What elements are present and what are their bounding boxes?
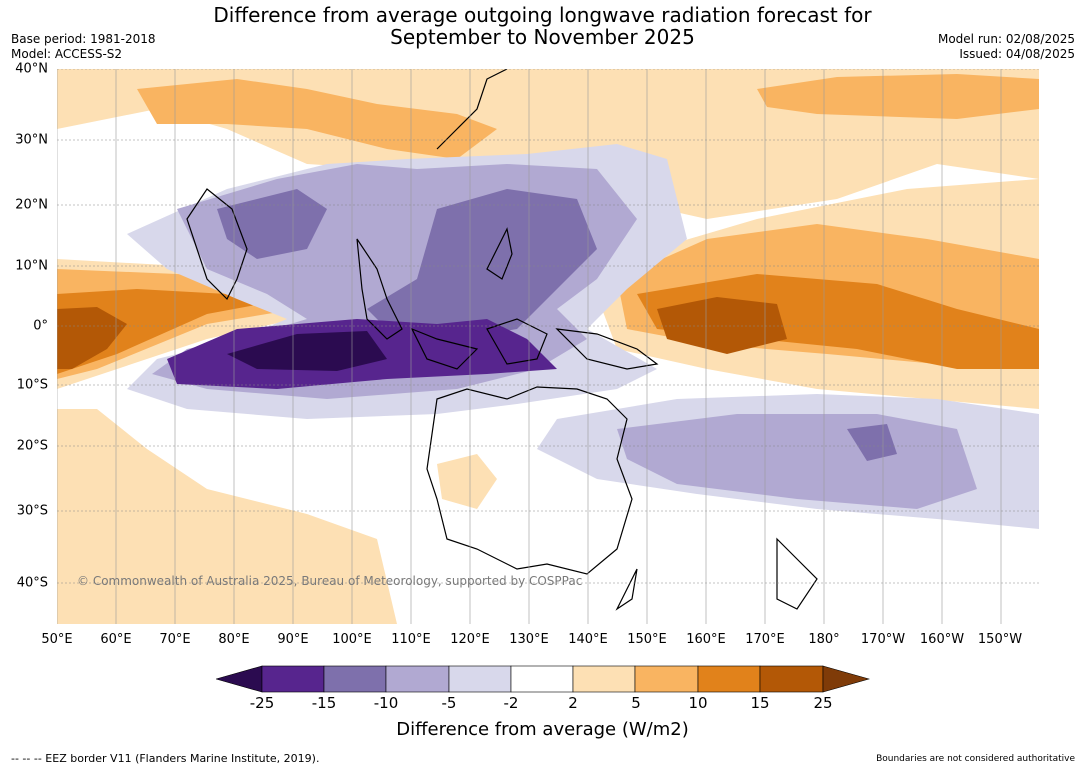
lat-label: 30°N xyxy=(15,132,48,148)
positive-region-asia xyxy=(137,79,497,159)
lon-label: 150°E xyxy=(627,632,667,647)
lon-label: 180° xyxy=(808,632,840,647)
model-run: Model run: 02/08/2025 xyxy=(937,32,1075,46)
lat-label: 0° xyxy=(33,318,48,334)
colorbar-tick: -5 xyxy=(441,694,457,712)
meta-left: Base period: 1981-2018 Model: ACCESS-S2 xyxy=(11,32,156,62)
lon-label: 50°E xyxy=(41,632,73,647)
issued-date: Issued: 04/08/2025 xyxy=(959,47,1075,61)
anomaly-map xyxy=(57,69,1039,624)
colorbar-tick: -2 xyxy=(503,694,519,712)
copyright-notice: © Commonwealth of Australia 2025, Bureau… xyxy=(77,574,583,588)
lon-label: 90°E xyxy=(277,632,309,647)
boundary-disclaimer: Boundaries are not considered authoritat… xyxy=(876,754,1075,764)
lon-label: 100°E xyxy=(332,632,372,647)
map-svg xyxy=(57,69,1039,624)
colorbar-swatch xyxy=(572,665,636,693)
lat-label: 20°S xyxy=(16,438,48,454)
colorbar-tick: 5 xyxy=(631,694,641,712)
positive-region-pacific-strong xyxy=(637,274,1039,369)
colorbar-swatch xyxy=(261,665,325,693)
title-line-2: September to November 2025 xyxy=(390,25,695,49)
map-title: Difference from average outgoing longwav… xyxy=(0,4,1085,48)
positive-region-north-pacific xyxy=(757,74,1039,119)
lon-label: 120°E xyxy=(450,632,490,647)
colorbar-tick: 15 xyxy=(750,694,770,712)
positive-region-indian-strong xyxy=(57,289,277,374)
lon-label: 160°E xyxy=(686,632,726,647)
lon-label: 160°W xyxy=(919,632,965,647)
colorbar-swatch xyxy=(759,665,824,693)
colorbar-swatch xyxy=(448,665,512,693)
lon-label: 170°W xyxy=(860,632,906,647)
lat-label: 40°N xyxy=(15,61,48,77)
colorbar-swatch xyxy=(323,665,387,693)
title-line-1: Difference from average outgoing longwav… xyxy=(213,3,872,27)
colorbar-svg xyxy=(214,665,871,693)
base-period: Base period: 1981-2018 xyxy=(11,32,156,46)
positive-region-southwest xyxy=(57,409,397,624)
negative-region-max xyxy=(227,331,387,371)
colorbar xyxy=(214,665,871,699)
lon-label: 80°E xyxy=(218,632,250,647)
colorbar-swatch xyxy=(385,665,450,693)
colorbar-tick: -15 xyxy=(311,694,337,712)
lat-label: 20°N xyxy=(15,197,48,213)
negative-region-maritime xyxy=(367,189,597,339)
negative-region-south-pacific-core xyxy=(847,424,897,461)
positive-region-indian-max xyxy=(57,307,127,369)
lon-label: 70°E xyxy=(159,632,191,647)
meridians xyxy=(57,69,1002,624)
meta-right: Model run: 02/08/2025 Issued: 04/08/2025 xyxy=(938,32,1075,62)
colorbar-swatch xyxy=(634,665,699,693)
colorbar-swatch xyxy=(822,665,871,693)
colorbar-swatch xyxy=(697,665,761,693)
lon-label: 150°W xyxy=(977,632,1023,647)
colorbar-tick: 10 xyxy=(688,694,708,712)
lat-label: 10°S xyxy=(16,377,48,393)
model-name: Model: ACCESS-S2 xyxy=(11,47,123,61)
coastlines xyxy=(186,69,818,611)
colorbar-title: Difference from average (W/m2) xyxy=(396,719,689,740)
lon-label: 140°E xyxy=(568,632,608,647)
eez-legend: -- -- -- EEZ border V11 (Flanders Marine… xyxy=(11,752,320,765)
lon-label: 60°E xyxy=(100,632,132,647)
lon-label: 130°E xyxy=(509,632,549,647)
colorbar-tick: -10 xyxy=(373,694,399,712)
lat-label: 40°S xyxy=(16,575,48,591)
positive-region-western-australia xyxy=(437,454,497,509)
lat-label: 30°S xyxy=(16,503,48,519)
colorbar-tick: 25 xyxy=(813,694,833,712)
lon-label: 170°E xyxy=(745,632,785,647)
lat-label: 10°N xyxy=(15,258,48,274)
colorbar-tick: -25 xyxy=(249,694,275,712)
positive-region-pacific-max xyxy=(657,297,787,354)
colorbar-tick: 2 xyxy=(568,694,578,712)
lon-label: 110°E xyxy=(391,632,431,647)
colorbar-swatch xyxy=(214,665,263,693)
colorbar-swatch xyxy=(510,665,574,693)
